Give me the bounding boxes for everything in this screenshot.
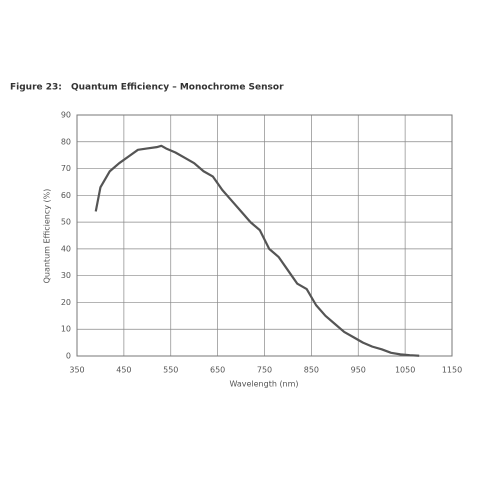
x-tick-label: 1150 bbox=[442, 366, 462, 375]
x-tick-label: 750 bbox=[257, 366, 272, 375]
y-tick-label: 0 bbox=[66, 352, 71, 361]
y-tick-label: 70 bbox=[61, 164, 71, 173]
x-axis-label: Wavelength (nm) bbox=[229, 380, 298, 389]
x-tick-label: 650 bbox=[210, 366, 225, 375]
y-tick-label: 30 bbox=[61, 271, 71, 280]
x-tick-label: 450 bbox=[116, 366, 131, 375]
y-tick-label: 90 bbox=[61, 111, 71, 120]
y-tick-label: 60 bbox=[61, 191, 71, 200]
y-tick-label: 50 bbox=[61, 218, 71, 227]
y-tick-label: 80 bbox=[61, 137, 71, 146]
x-tick-label: 350 bbox=[69, 366, 84, 375]
x-tick-label: 1050 bbox=[395, 366, 415, 375]
x-tick-label: 550 bbox=[163, 366, 178, 375]
chart-title: Quantum Efficiency – Monochrome Sensor bbox=[71, 83, 284, 93]
y-tick-label: 40 bbox=[61, 244, 71, 253]
y-tick-label: 20 bbox=[61, 298, 71, 307]
data-line bbox=[94, 144, 420, 357]
y-tick-label: 10 bbox=[61, 325, 71, 334]
figure-label: Figure 23: bbox=[10, 83, 62, 93]
x-tick-label: 850 bbox=[304, 366, 319, 375]
y-axis-label: Quantum Efficiency (%) bbox=[43, 189, 52, 284]
plot-frame bbox=[76, 114, 453, 357]
x-tick-label: 950 bbox=[351, 366, 366, 375]
